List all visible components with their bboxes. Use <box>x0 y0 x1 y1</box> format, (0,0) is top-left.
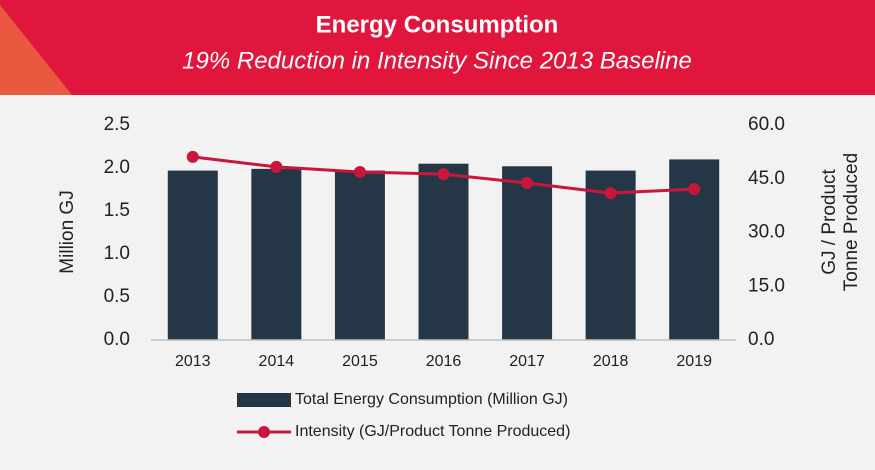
x-tick-label: 2015 <box>342 353 378 370</box>
header-band <box>0 0 875 95</box>
x-tick-label: 2013 <box>175 353 211 370</box>
legend-swatch <box>258 426 270 438</box>
y2-tick-label: 45.0 <box>748 168 785 189</box>
y2-tick-label: 60.0 <box>748 114 785 135</box>
bar <box>251 168 302 340</box>
y-tick-label: 1.5 <box>104 200 130 221</box>
y-axis-label: Million GJ <box>57 190 78 273</box>
y-tick-label: 1.0 <box>104 243 130 264</box>
header-accent <box>0 5 72 95</box>
x-tick-label: 2016 <box>426 353 462 370</box>
line-marker <box>437 168 450 181</box>
legend-label: Intensity (GJ/Product Tonne Produced) <box>295 423 570 440</box>
y2-axis-label: Tonne Produced <box>841 153 862 291</box>
line-marker <box>353 165 366 178</box>
bar <box>502 166 553 340</box>
line-marker <box>604 187 617 200</box>
line-marker <box>688 183 701 196</box>
x-tick-label: 2017 <box>509 353 545 370</box>
y2-tick-label: 15.0 <box>748 275 785 296</box>
line-marker <box>521 177 534 190</box>
y-tick-label: 2.0 <box>104 157 130 178</box>
legend-label: Total Energy Consumption (Million GJ) <box>295 391 568 408</box>
line-marker <box>186 150 199 163</box>
y-tick-label: 0.0 <box>104 329 130 350</box>
y-tick-label: 0.5 <box>104 286 130 307</box>
y2-axis-label: GJ / Product <box>819 168 840 274</box>
x-tick-label: 2018 <box>593 353 629 370</box>
y2-tick-label: 0.0 <box>748 329 774 350</box>
legend-swatch <box>237 393 291 407</box>
chart-title: Energy Consumption <box>316 11 559 38</box>
x-tick-label: 2019 <box>676 353 712 370</box>
bar <box>167 170 218 340</box>
bar <box>418 163 469 340</box>
x-tick-label: 2014 <box>259 353 295 370</box>
y-tick-label: 2.5 <box>104 114 130 135</box>
chart-subtitle: 19% Reduction in Intensity Since 2013 Ba… <box>182 47 692 74</box>
bar <box>334 170 385 340</box>
y2-tick-label: 30.0 <box>748 222 785 243</box>
line-marker <box>270 160 283 173</box>
